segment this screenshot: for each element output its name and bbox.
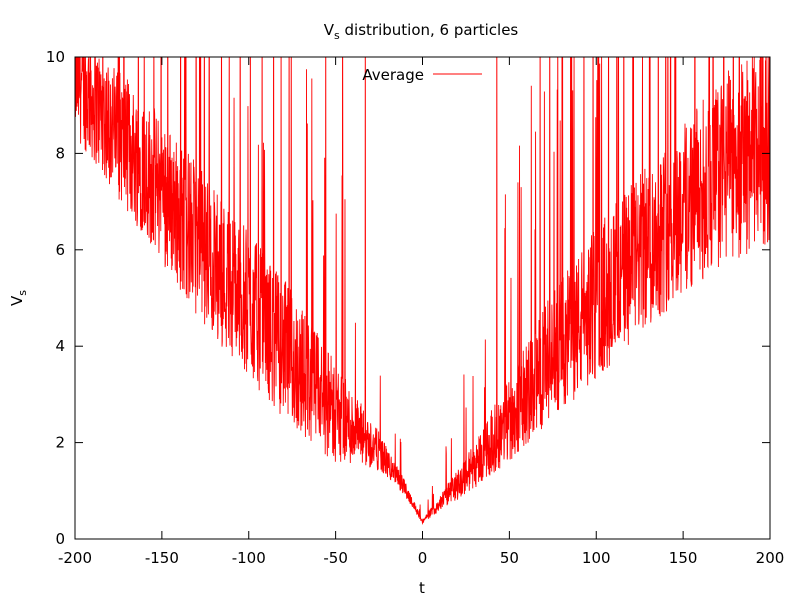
legend: Average (362, 66, 482, 84)
y-tick-label: 10 (46, 48, 65, 66)
y-tick-label: 0 (55, 530, 65, 548)
x-tick-label: -50 (323, 549, 348, 567)
x-tick-label: 0 (418, 549, 428, 567)
y-tick-label: 4 (55, 337, 65, 355)
chart-title: Vs distribution, 6 particles (324, 21, 519, 42)
x-tick-label: 200 (756, 549, 785, 567)
y-tick-label: 6 (55, 241, 65, 259)
x-tick-label: -150 (145, 549, 179, 567)
tick-labels-layer: -200 -150 -100 -50 0 50 100 150 200 0 2 4 6 8 10 (46, 48, 784, 567)
x-tick-label: 150 (669, 549, 698, 567)
x-tick-label: -200 (58, 549, 92, 567)
y-tick-label: 8 (55, 144, 65, 162)
x-axis-label: t (419, 579, 425, 597)
series-layer (75, 57, 770, 525)
plot-area (75, 57, 770, 525)
x-tick-label: -100 (232, 549, 266, 567)
legend-label: Average (362, 66, 424, 84)
x-tick-label: 100 (582, 549, 611, 567)
series-line-average (75, 57, 770, 525)
y-axis-label-subscript: s (16, 290, 29, 296)
chart-title-subscript: s (334, 29, 340, 42)
y-axis-label: Vs (8, 290, 29, 306)
ticks-layer (74, 56, 771, 540)
chart-title-suffix: distribution, 6 particles (340, 21, 519, 39)
x-tick-label: 50 (500, 549, 519, 567)
y-tick-label: 2 (55, 434, 65, 452)
